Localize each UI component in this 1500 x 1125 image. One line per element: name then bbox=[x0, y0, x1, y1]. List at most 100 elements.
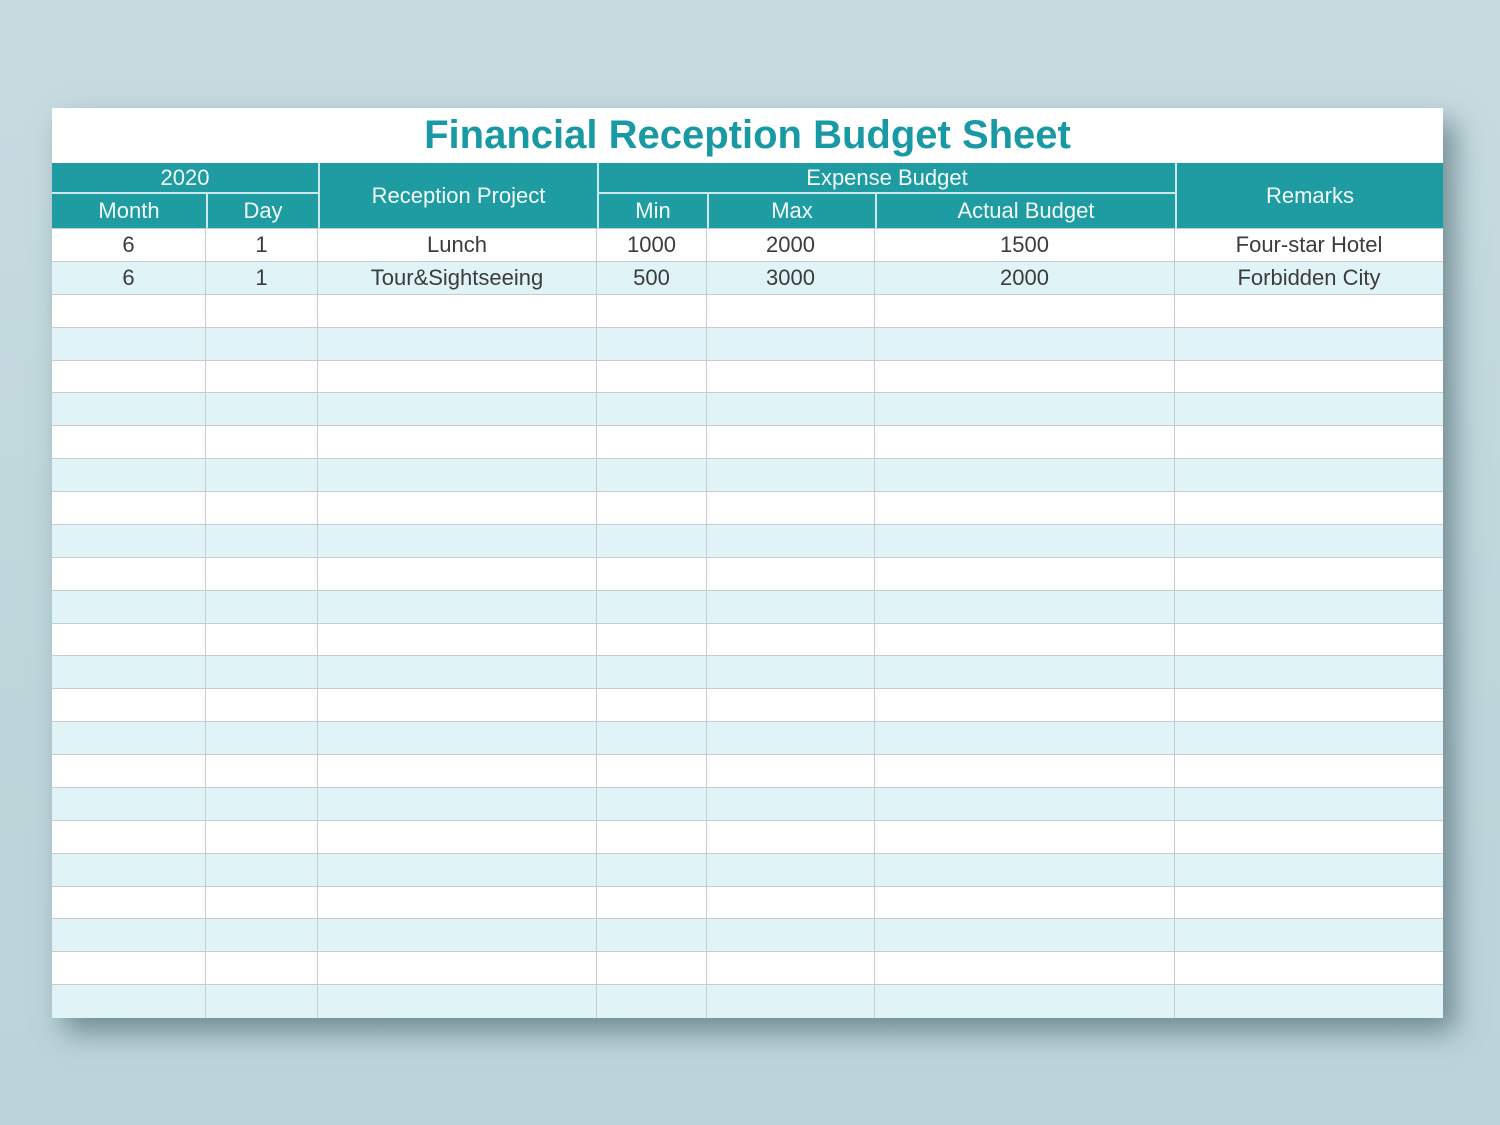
cell-day[interactable] bbox=[206, 327, 318, 361]
cell-min[interactable] bbox=[597, 787, 707, 821]
cell-day[interactable] bbox=[206, 886, 318, 920]
cell-min[interactable] bbox=[597, 689, 707, 723]
cell-max[interactable] bbox=[707, 656, 875, 690]
cell-day[interactable] bbox=[206, 985, 318, 1018]
cell-remarks[interactable] bbox=[1175, 524, 1443, 558]
cell-max[interactable] bbox=[707, 886, 875, 920]
cell-min[interactable] bbox=[597, 985, 707, 1018]
cell-month[interactable] bbox=[52, 853, 206, 887]
cell-day[interactable] bbox=[206, 623, 318, 657]
cell-day[interactable] bbox=[206, 360, 318, 394]
cell-project[interactable] bbox=[318, 459, 597, 492]
cell-min[interactable] bbox=[597, 623, 707, 657]
cell-actual[interactable] bbox=[875, 886, 1175, 920]
cell-actual[interactable]: 2000 bbox=[875, 261, 1175, 295]
cell-actual[interactable] bbox=[875, 656, 1175, 690]
cell-month[interactable] bbox=[52, 656, 206, 690]
cell-month[interactable]: 6 bbox=[52, 229, 206, 262]
cell-day[interactable] bbox=[206, 294, 318, 328]
cell-day[interactable] bbox=[206, 952, 318, 986]
cell-month[interactable] bbox=[52, 557, 206, 591]
cell-max[interactable] bbox=[707, 787, 875, 821]
cell-month[interactable] bbox=[52, 327, 206, 361]
cell-project[interactable]: Tour&Sightseeing bbox=[318, 261, 597, 295]
cell-day[interactable] bbox=[206, 820, 318, 854]
cell-max[interactable] bbox=[707, 557, 875, 591]
cell-remarks[interactable] bbox=[1175, 985, 1443, 1018]
cell-day[interactable]: 1 bbox=[206, 261, 318, 295]
cell-day[interactable] bbox=[206, 557, 318, 591]
cell-min[interactable] bbox=[597, 393, 707, 427]
cell-day[interactable] bbox=[206, 426, 318, 460]
cell-month[interactable] bbox=[52, 820, 206, 854]
cell-min[interactable] bbox=[597, 524, 707, 558]
cell-month[interactable] bbox=[52, 886, 206, 920]
cell-max[interactable] bbox=[707, 952, 875, 986]
cell-month[interactable] bbox=[52, 459, 206, 492]
cell-min[interactable] bbox=[597, 327, 707, 361]
cell-project[interactable] bbox=[318, 294, 597, 328]
cell-max[interactable] bbox=[707, 985, 875, 1018]
cell-max[interactable] bbox=[707, 492, 875, 525]
cell-project[interactable] bbox=[318, 557, 597, 591]
cell-max[interactable] bbox=[707, 853, 875, 887]
cell-project[interactable] bbox=[318, 524, 597, 558]
cell-min[interactable] bbox=[597, 820, 707, 854]
cell-actual[interactable] bbox=[875, 524, 1175, 558]
cell-remarks[interactable] bbox=[1175, 787, 1443, 821]
cell-max[interactable] bbox=[707, 426, 875, 460]
cell-month[interactable] bbox=[52, 360, 206, 394]
cell-remarks[interactable] bbox=[1175, 557, 1443, 591]
cell-actual[interactable] bbox=[875, 952, 1175, 986]
cell-min[interactable]: 1000 bbox=[597, 229, 707, 262]
cell-project[interactable] bbox=[318, 492, 597, 525]
cell-actual[interactable] bbox=[875, 590, 1175, 624]
cell-month[interactable] bbox=[52, 952, 206, 986]
cell-day[interactable] bbox=[206, 656, 318, 690]
cell-min[interactable] bbox=[597, 722, 707, 755]
cell-actual[interactable] bbox=[875, 919, 1175, 953]
cell-day[interactable] bbox=[206, 689, 318, 723]
cell-max[interactable] bbox=[707, 755, 875, 788]
cell-actual[interactable] bbox=[875, 689, 1175, 723]
cell-actual[interactable]: 1500 bbox=[875, 229, 1175, 262]
cell-max[interactable] bbox=[707, 327, 875, 361]
cell-project[interactable] bbox=[318, 985, 597, 1018]
cell-day[interactable] bbox=[206, 393, 318, 427]
cell-project[interactable] bbox=[318, 820, 597, 854]
cell-actual[interactable] bbox=[875, 853, 1175, 887]
cell-remarks[interactable] bbox=[1175, 722, 1443, 755]
cell-max[interactable] bbox=[707, 459, 875, 492]
cell-min[interactable] bbox=[597, 360, 707, 394]
cell-max[interactable] bbox=[707, 393, 875, 427]
cell-min[interactable] bbox=[597, 294, 707, 328]
cell-remarks[interactable]: Four-star Hotel bbox=[1175, 229, 1443, 262]
cell-day[interactable] bbox=[206, 755, 318, 788]
cell-month[interactable]: 6 bbox=[52, 261, 206, 295]
cell-actual[interactable] bbox=[875, 722, 1175, 755]
cell-remarks[interactable] bbox=[1175, 492, 1443, 525]
cell-actual[interactable] bbox=[875, 459, 1175, 492]
cell-project[interactable] bbox=[318, 623, 597, 657]
cell-max[interactable]: 2000 bbox=[707, 229, 875, 262]
cell-max[interactable] bbox=[707, 623, 875, 657]
cell-actual[interactable] bbox=[875, 755, 1175, 788]
cell-max[interactable]: 3000 bbox=[707, 261, 875, 295]
cell-actual[interactable] bbox=[875, 393, 1175, 427]
cell-project[interactable] bbox=[318, 393, 597, 427]
cell-remarks[interactable] bbox=[1175, 459, 1443, 492]
cell-project[interactable] bbox=[318, 886, 597, 920]
cell-remarks[interactable] bbox=[1175, 393, 1443, 427]
cell-actual[interactable] bbox=[875, 426, 1175, 460]
cell-max[interactable] bbox=[707, 689, 875, 723]
cell-month[interactable] bbox=[52, 689, 206, 723]
cell-month[interactable] bbox=[52, 393, 206, 427]
cell-min[interactable] bbox=[597, 853, 707, 887]
cell-min[interactable] bbox=[597, 590, 707, 624]
cell-actual[interactable] bbox=[875, 327, 1175, 361]
cell-min[interactable] bbox=[597, 919, 707, 953]
cell-project[interactable] bbox=[318, 952, 597, 986]
cell-day[interactable] bbox=[206, 722, 318, 755]
cell-project[interactable] bbox=[318, 787, 597, 821]
cell-day[interactable] bbox=[206, 853, 318, 887]
